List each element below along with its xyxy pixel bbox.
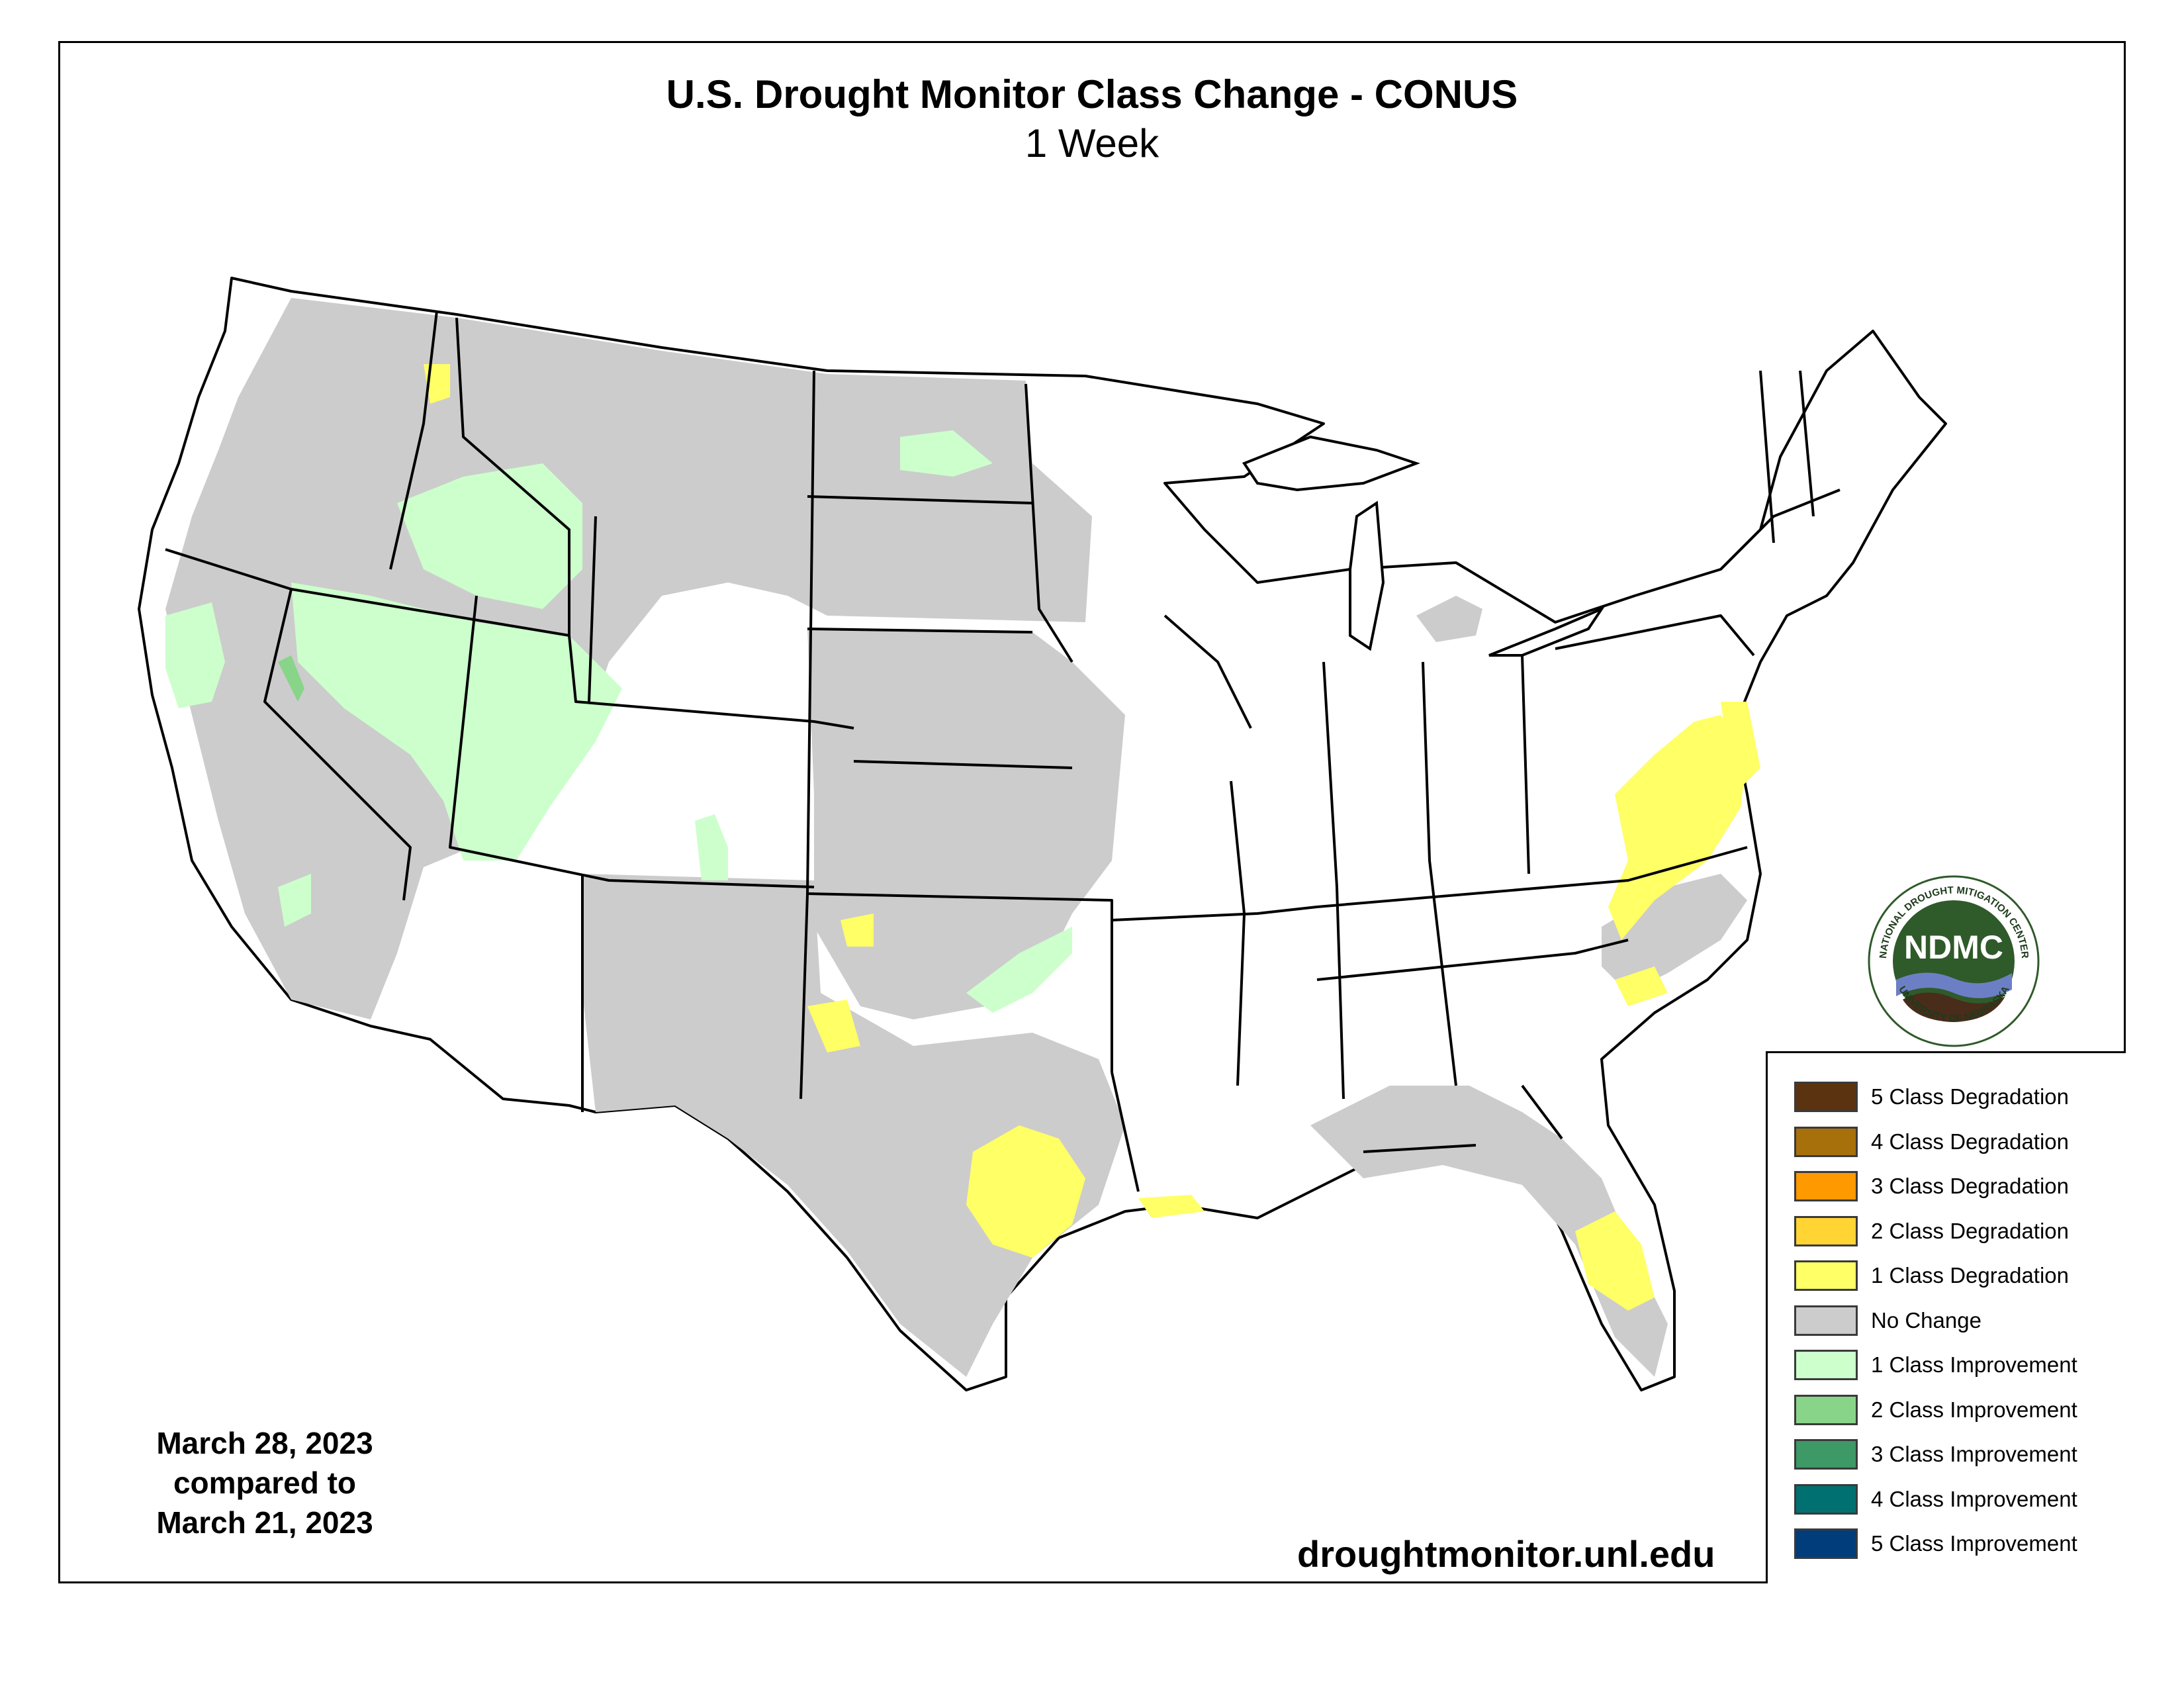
north-dakota-improvement — [900, 430, 993, 477]
lake-superior — [1242, 435, 1420, 492]
legend-item: 3 Class Degradation — [1794, 1170, 2069, 1202]
west-gray-region — [165, 298, 1092, 1019]
legend-swatch — [1794, 1171, 1858, 1201]
current-date: March 28, 2023 — [156, 1426, 373, 1460]
great-lakes — [1242, 435, 1606, 657]
source-url[interactable]: droughtmonitor.unl.edu — [1297, 1533, 1715, 1575]
great-basin-improvement — [291, 583, 622, 861]
legend-label: 4 Class Improvement — [1871, 1486, 2077, 1511]
state-boundaries — [165, 310, 1841, 1192]
legend-label: 2 Class Improvement — [1871, 1397, 2077, 1422]
sierra-improvement — [278, 874, 311, 927]
southeast-gray-region — [1310, 1086, 1668, 1377]
legend-item: 2 Class Degradation — [1794, 1215, 2069, 1247]
lake-michigan — [1349, 500, 1385, 651]
oklahoma-improvement — [966, 927, 1072, 1013]
southwest-gray-region — [582, 874, 1125, 1377]
legend-item: 5 Class Improvement — [1794, 1528, 2077, 1560]
legend-label: 5 Class Degradation — [1871, 1084, 2069, 1109]
legend-item: 4 Class Improvement — [1794, 1483, 2077, 1515]
michigan-gray-region — [1416, 596, 1482, 642]
legend-label: No Change — [1871, 1307, 1981, 1333]
ndmc-logo: NDMC NATIONAL DROUGHT MITIGATION CENTER … — [1868, 875, 2040, 1047]
lake-erie — [1488, 606, 1606, 657]
legend-item: 1 Class Improvement — [1794, 1349, 2077, 1381]
legend-swatch — [1794, 1126, 1858, 1157]
logo-center-text: NDMC — [1904, 929, 2003, 966]
previous-date: March 21, 2023 — [156, 1505, 373, 1540]
carolinas-gray-region — [1602, 874, 1747, 993]
map-subtitle: 1 Week — [1024, 121, 1160, 165]
legend-swatch — [1794, 1215, 1858, 1246]
california-improvement — [165, 602, 225, 708]
legend-swatch — [1794, 1528, 1858, 1559]
map-title: U.S. Drought Monitor Class Change - CONU… — [666, 72, 1518, 117]
legend-label: 2 Class Degradation — [1871, 1218, 2069, 1243]
legend-swatch — [1794, 1305, 1858, 1336]
legend-label: 1 Class Improvement — [1871, 1352, 2077, 1377]
legend-label: 1 Class Degradation — [1871, 1263, 2069, 1288]
new-mexico-degradation — [807, 1000, 860, 1053]
texas-panhandle-degradation — [841, 914, 874, 947]
legend-item: 4 Class Degradation — [1794, 1126, 2069, 1158]
legend-label: 5 Class Improvement — [1871, 1531, 2077, 1556]
legend: 5 Class Degradation 4 Class Degradation 3 … — [1766, 1051, 2126, 1583]
legend-item: 3 Class Improvement — [1794, 1438, 2077, 1470]
date-comparison: March 28, 2023 compared to March 21, 202… — [132, 1423, 397, 1542]
compared-to-label: compared to — [173, 1466, 357, 1500]
no-change-regions — [165, 298, 1747, 1377]
south-carolina-degradation — [1615, 966, 1668, 1006]
colorado-improvement — [695, 814, 728, 880]
legend-swatch — [1794, 1260, 1858, 1291]
legend-swatch — [1794, 1439, 1858, 1470]
delmarva-degradation — [1721, 702, 1760, 794]
legend-swatch — [1794, 1394, 1858, 1425]
legend-item: 2 Class Improvement — [1794, 1394, 2077, 1426]
legend-swatch — [1794, 1082, 1858, 1112]
legend-item: 5 Class Degradation — [1794, 1081, 2069, 1113]
mid-atlantic-degradation — [1608, 715, 1747, 940]
florida-degradation — [1575, 1211, 1655, 1311]
degradation-regions — [424, 364, 1760, 1311]
plains-gray-region — [807, 629, 1125, 1019]
nevada-2class-improvement — [278, 655, 304, 702]
legend-swatch — [1794, 1350, 1858, 1380]
legend-item: 1 Class Degradation — [1794, 1260, 2069, 1291]
legend-label: 3 Class Improvement — [1871, 1442, 2077, 1466]
logo-earth — [1903, 992, 2005, 1022]
legend-label: 3 Class Degradation — [1871, 1174, 2069, 1198]
gulf-coast-degradation — [1138, 1195, 1205, 1218]
legend-item: No Change — [1794, 1305, 1981, 1336]
logo-water — [1896, 972, 2012, 998]
legend-label: 4 Class Degradation — [1871, 1129, 2069, 1154]
legend-swatch — [1794, 1483, 1858, 1515]
texas-degradation — [966, 1125, 1085, 1258]
